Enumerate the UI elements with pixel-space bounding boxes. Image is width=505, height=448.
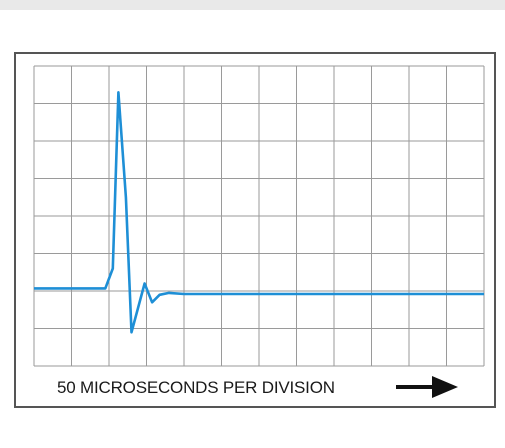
chart: 50 MICROSECONDS PER DIVISION [14, 52, 496, 408]
screen-frame [14, 52, 496, 408]
top-band [0, 0, 505, 10]
grid [33, 65, 485, 367]
traces [34, 90, 484, 334]
arrow-right-icon [396, 376, 458, 398]
oscilloscope-screen: 50 MICROSECONDS PER DIVISION [14, 52, 496, 408]
signal-trace-0 [34, 90, 484, 334]
x-axis-label: 50 MICROSECONDS PER DIVISION [57, 378, 335, 397]
